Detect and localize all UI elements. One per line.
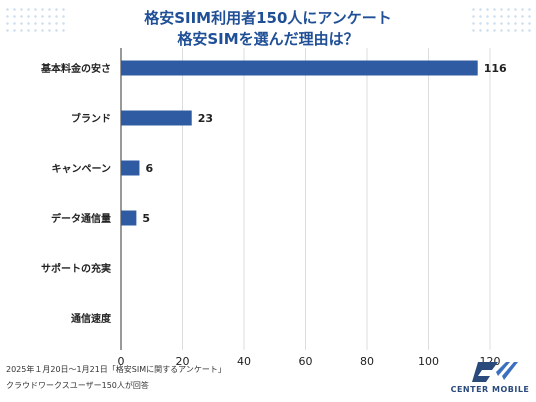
chart-title-line1: 格安SIIM利用者150人にアンケート: [144, 9, 392, 27]
chart-title-line2: 格安SIMを選んだ理由は？: [177, 30, 359, 48]
x-tick-label: 20: [176, 355, 190, 368]
bar: [121, 60, 478, 76]
survey-respondents-note: クラウドワークスユーザー150人が回答: [6, 381, 149, 390]
center-mobile-logo: CENTER MOBILE: [448, 358, 532, 400]
category-label: サポートの充実: [41, 262, 111, 275]
x-tick-label: 80: [360, 355, 374, 368]
x-tick-label: 0: [118, 355, 125, 368]
data-label: 23: [198, 112, 213, 125]
decorative-dots-right: [470, 6, 534, 36]
bar: [121, 210, 137, 226]
logo-mark-icon: [472, 362, 518, 382]
logo-text: CENTER MOBILE: [450, 385, 530, 394]
category-label: 基本料金の安さ: [40, 62, 111, 75]
bar: [121, 110, 192, 126]
survey-date-note: 2025年１月20日～1月21日「格安SIMに関するアンケート」: [6, 365, 226, 374]
category-label: ブランド: [71, 112, 111, 125]
data-label: 116: [484, 62, 507, 75]
category-label: データ通信量: [51, 212, 111, 225]
category-label: 通信速度: [71, 312, 112, 325]
data-label: 5: [142, 212, 150, 225]
x-tick-label: 60: [299, 355, 313, 368]
bar: [121, 160, 140, 176]
decorative-dots-left: [4, 6, 68, 36]
category-label: キャンペーン: [52, 163, 112, 175]
x-tick-label: 100: [418, 355, 439, 368]
data-label: 6: [145, 162, 153, 175]
x-tick-label: 40: [237, 355, 251, 368]
